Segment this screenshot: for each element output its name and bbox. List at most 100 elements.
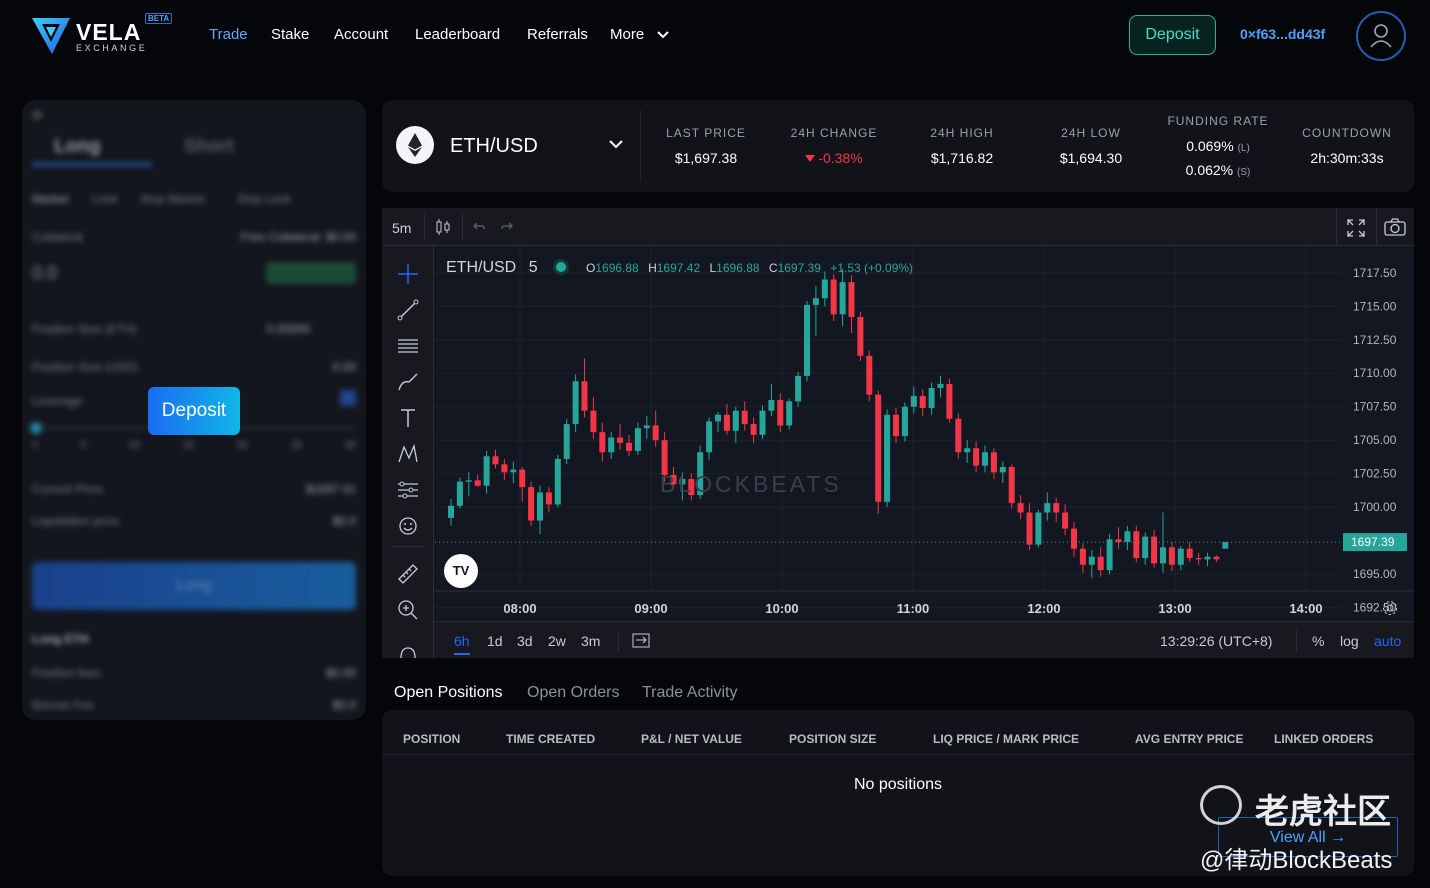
range-3m[interactable]: 3m [581,633,601,649]
type-market[interactable]: Market [32,192,69,206]
candle-body [1026,512,1033,545]
borrow-fee-value: $0.0 [332,698,356,712]
tab-short[interactable]: Short [184,136,234,157]
candle-body [1008,466,1015,504]
candle-body [804,304,810,376]
range-6h[interactable]: 6h [454,633,470,649]
nav-more[interactable]: More [610,26,670,43]
tab-open-orders[interactable]: Open Orders [527,684,620,701]
pattern-icon[interactable] [396,442,420,466]
candle-body [1079,548,1086,565]
position-size-usd-label: Position Size (USD) [32,360,139,374]
settings-icon[interactable] [1382,600,1398,616]
tab-trade-activity[interactable]: Trade Activity [642,684,738,701]
nav-referrals[interactable]: Referrals [527,26,588,43]
nav-trade[interactable]: Trade [209,26,248,43]
trend-line-icon[interactable] [396,298,420,322]
camera-icon[interactable] [1384,218,1406,236]
candle-type-icon[interactable] [434,218,452,236]
candle-body [492,456,499,465]
funding-short-value: 0.062% [1185,162,1234,178]
magnet-icon[interactable] [396,644,420,658]
interval-selector[interactable]: 5m [392,220,412,236]
divider [382,754,1414,755]
time-tick-label: 12:00 [1027,601,1060,616]
candle-body [483,456,490,486]
candle-body [474,480,481,486]
time-tick-label: 10:00 [765,601,798,616]
chart-clock[interactable]: 13:29:26 (UTC+8) [1160,633,1273,649]
scale-percent[interactable]: % [1312,633,1325,649]
type-stop-limit[interactable]: Stop Limit [237,192,291,206]
scale-auto[interactable]: auto [1374,633,1402,649]
text-icon[interactable] [396,406,420,430]
deposit-popup-button[interactable]: Deposit [148,387,240,435]
candle-body [857,316,864,356]
candle-body [1177,548,1184,565]
candle-body [581,381,588,411]
zoom-in-icon[interactable] [396,598,420,622]
candle-body [670,475,677,485]
candle-body [982,452,988,466]
nav-leaderboard[interactable]: Leaderboard [415,26,501,43]
funding-long-value: 0.069% [1186,138,1234,154]
range-2w[interactable]: 2w [548,633,566,649]
range-active-underline [454,653,470,655]
leverage-mark: 25 [290,440,302,451]
collateral-token-select[interactable] [266,262,356,284]
wallet-address[interactable]: 0×f63...dd43f [1240,26,1326,42]
deposit-button[interactable]: Deposit [1129,15,1216,55]
high-24h-value: $1,716.82 [930,150,994,166]
candle-body [528,487,535,521]
candle-body [812,298,819,305]
leverage-slider-handle[interactable] [30,422,42,434]
collateral-input[interactable]: 0.0 [32,263,58,283]
crosshair-icon[interactable] [396,262,420,286]
type-stop-market[interactable]: Stop Market [140,192,205,206]
nav-stake[interactable]: Stake [271,26,310,43]
candle-body [821,279,828,299]
beta-badge: BETA [145,13,173,24]
range-1d[interactable]: 1d [487,633,503,649]
tab-long[interactable]: Long [54,136,101,157]
ruler-icon[interactable] [396,562,420,586]
candle-body [1213,556,1220,560]
view-all-button[interactable]: View All → [1218,817,1398,857]
last-price-tag [1343,533,1407,552]
candlestick-plot[interactable]: 1717.50 1715.00 1712.50 1710.00 1707.50 1705.… [435,246,1414,621]
nav-account[interactable]: Account [334,26,389,43]
candle-body [1115,539,1122,542]
tradingview-logo[interactable]: TV [444,554,478,588]
emoji-icon[interactable] [396,514,420,538]
avatar[interactable] [1356,11,1406,61]
long-submit-button[interactable]: Long [32,562,356,610]
prediction-icon[interactable] [396,478,420,502]
candle-body [1142,536,1149,559]
low-24h-label: 24H LOW [1061,126,1121,140]
range-3d[interactable]: 3d [517,633,533,649]
candle-body [661,440,668,476]
position-fees-label: Position fees [32,666,101,680]
redo-icon[interactable] [500,220,514,234]
chevron-down-icon[interactable] [608,138,624,150]
brand-name: VELA [76,19,142,45]
price-chart[interactable]: 5m 1717.50 1715.00 1712.50 1710.00 1707.50 17… [382,208,1414,658]
vela-logo-icon [32,18,70,54]
candle-body [697,452,704,496]
brush-icon[interactable] [396,370,420,394]
candle-body [1168,547,1175,565]
chart-bottom-toolbar: 6h 1d 3d 2w 3m 13:29:26 (UTC+8) % log au… [434,621,1414,658]
type-limit[interactable]: Limit [92,192,118,206]
scale-log[interactable]: log [1340,633,1359,649]
tab-open-positions[interactable]: Open Positions [394,684,503,701]
date-range-icon[interactable] [632,632,650,648]
leverage-checkbox[interactable] [340,390,356,406]
undo-icon[interactable] [472,220,486,234]
price-tick-label: 1705.00 [1353,433,1397,447]
candle-body [795,375,802,402]
candle-body [999,466,1006,473]
fullscreen-icon[interactable] [1347,219,1365,237]
horizontal-lines-icon[interactable] [396,334,420,358]
divider [618,630,619,652]
pair-selector[interactable]: ETH/USD [450,135,538,157]
